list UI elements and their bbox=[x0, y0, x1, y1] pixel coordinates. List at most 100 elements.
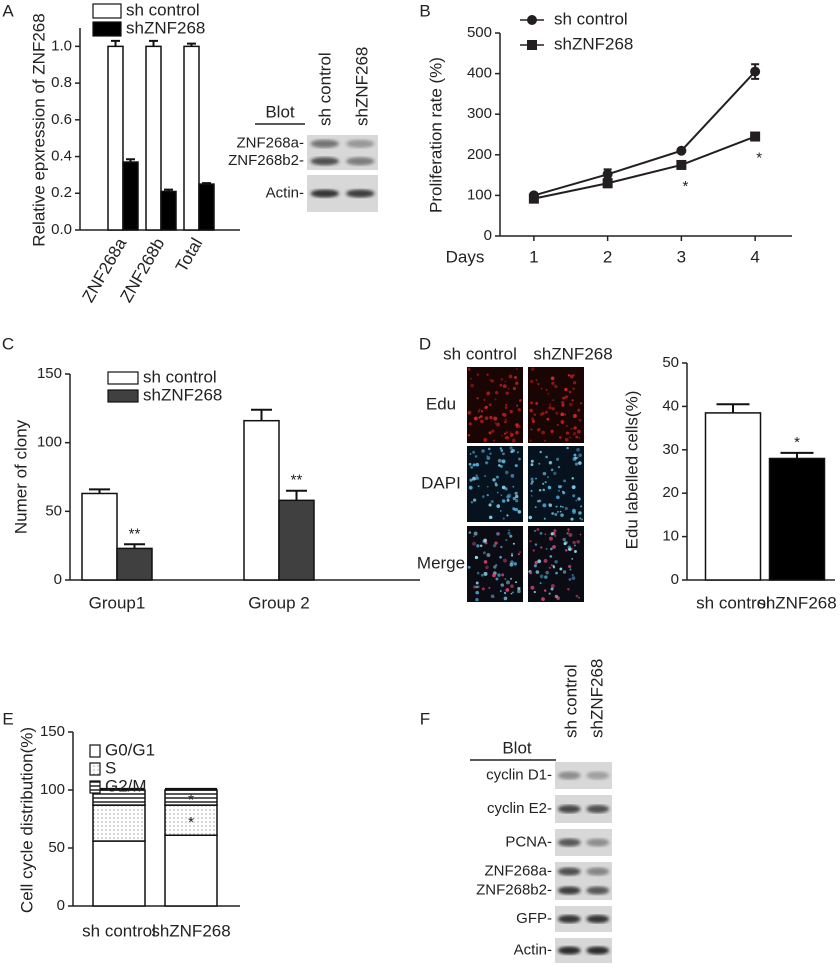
y-tick-label: 200 bbox=[467, 146, 492, 163]
cell bbox=[550, 376, 555, 381]
y-axis-label: Edu labelled cells(%) bbox=[622, 391, 641, 550]
cell bbox=[558, 489, 560, 492]
cell bbox=[499, 447, 502, 450]
cell bbox=[548, 566, 552, 569]
cell bbox=[483, 398, 486, 402]
y-tick-label: 500 bbox=[467, 24, 492, 41]
cell bbox=[550, 584, 555, 588]
cell bbox=[472, 450, 476, 454]
cell bbox=[500, 494, 503, 497]
legend-swatch bbox=[107, 371, 139, 385]
bar-segment bbox=[164, 804, 218, 836]
micrograph bbox=[528, 526, 584, 602]
cell bbox=[513, 562, 518, 566]
cell bbox=[532, 549, 535, 552]
cell bbox=[506, 498, 510, 502]
cell bbox=[490, 594, 495, 598]
marker bbox=[676, 145, 687, 156]
series-line bbox=[533, 135, 756, 200]
cell bbox=[494, 483, 498, 487]
cell bbox=[515, 368, 518, 371]
cell bbox=[495, 577, 499, 581]
y-tick-label: 0.0 bbox=[51, 221, 72, 238]
band bbox=[557, 867, 581, 876]
column-label: sh control bbox=[443, 344, 517, 363]
cell bbox=[568, 390, 572, 394]
cell bbox=[475, 585, 479, 589]
cell bbox=[505, 588, 510, 592]
cell bbox=[562, 490, 564, 493]
band bbox=[586, 915, 610, 923]
series-line bbox=[533, 70, 756, 197]
cell bbox=[476, 571, 480, 575]
cell bbox=[531, 417, 535, 421]
cell bbox=[534, 529, 536, 532]
cell bbox=[550, 532, 554, 536]
y-tick-label: 0.8 bbox=[51, 74, 72, 91]
cell bbox=[571, 485, 576, 490]
cell bbox=[505, 391, 509, 395]
cell bbox=[470, 501, 474, 504]
band bbox=[346, 157, 375, 166]
cell bbox=[556, 423, 559, 426]
cell bbox=[561, 403, 565, 407]
cell bbox=[529, 571, 533, 575]
cell bbox=[567, 588, 570, 591]
y-axis-label: Cell cycle distribution(%) bbox=[17, 727, 36, 913]
blot-row-label: PCNA- bbox=[505, 833, 552, 850]
cell bbox=[571, 558, 574, 560]
cell bbox=[496, 422, 500, 427]
cell bbox=[568, 402, 573, 407]
cell bbox=[472, 541, 476, 546]
cell bbox=[534, 543, 538, 546]
cell bbox=[572, 494, 576, 498]
x-tick-label: Total bbox=[172, 235, 206, 276]
cell bbox=[504, 406, 508, 409]
cell bbox=[470, 377, 472, 380]
y-tick-label: 100 bbox=[467, 186, 492, 203]
legend-swatch bbox=[89, 744, 101, 758]
cell bbox=[500, 449, 504, 452]
cell bbox=[495, 564, 498, 567]
cell bbox=[557, 465, 561, 469]
legend-label: sh control bbox=[143, 367, 217, 386]
cell bbox=[548, 592, 551, 595]
y-tick-label: 0.2 bbox=[51, 184, 72, 201]
x-tick-label: 3 bbox=[677, 247, 686, 266]
blot-row-label: ZNF268a- bbox=[236, 135, 304, 152]
x-tick-label: shZNF268 bbox=[151, 921, 230, 940]
cell bbox=[480, 410, 484, 413]
cell bbox=[555, 505, 558, 508]
cell bbox=[514, 491, 518, 496]
cell bbox=[489, 415, 493, 420]
cell bbox=[552, 545, 556, 549]
cell bbox=[534, 506, 537, 509]
cell bbox=[489, 452, 492, 455]
y-tick-label: 30 bbox=[662, 441, 679, 458]
cell bbox=[479, 415, 483, 418]
cell bbox=[549, 403, 552, 406]
cell bbox=[538, 462, 541, 465]
cell bbox=[512, 496, 516, 501]
error-bar bbox=[149, 39, 158, 47]
cell bbox=[573, 426, 577, 429]
cell bbox=[504, 578, 507, 580]
micrograph bbox=[528, 367, 584, 443]
cell bbox=[508, 374, 513, 379]
blot-row-label: cyclin E2- bbox=[487, 800, 552, 817]
cell bbox=[504, 420, 508, 424]
cell bbox=[475, 590, 479, 595]
cell bbox=[502, 517, 505, 520]
legend-marker bbox=[527, 40, 537, 50]
cell bbox=[474, 455, 478, 458]
error-bar bbox=[165, 787, 217, 790]
cell bbox=[557, 510, 559, 513]
legend-label: sh control bbox=[126, 0, 200, 19]
cell bbox=[567, 528, 570, 531]
cell bbox=[496, 504, 501, 508]
cell bbox=[564, 413, 567, 416]
panel-label: F bbox=[420, 709, 430, 728]
x-tick-label: Group1 bbox=[89, 593, 146, 612]
cell bbox=[486, 485, 489, 488]
